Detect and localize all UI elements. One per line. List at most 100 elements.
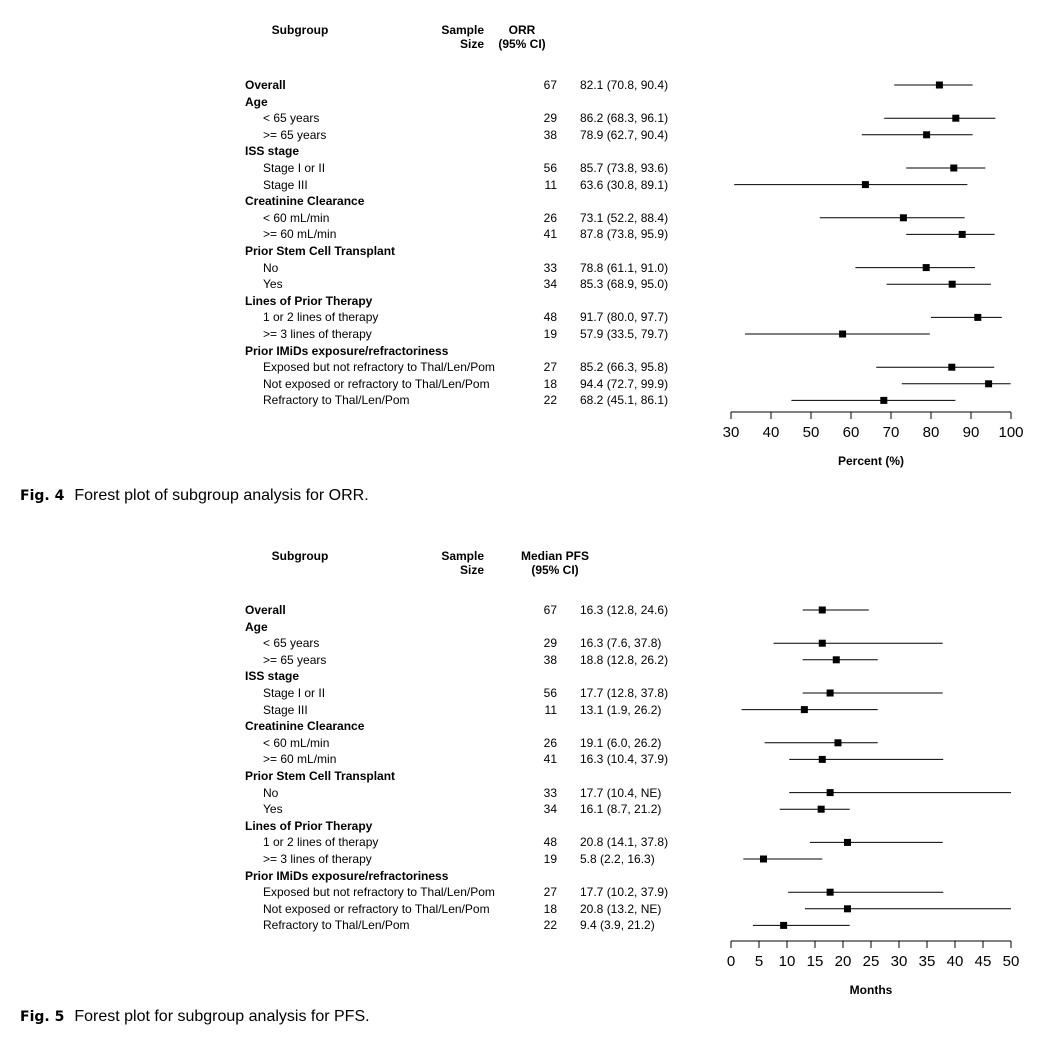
sample-size: 29 — [543, 111, 557, 126]
sample-size: 27 — [543, 885, 557, 900]
point-estimate — [948, 280, 956, 288]
subgroup-label: Stage I or II — [263, 161, 326, 175]
subgroup-heading: Prior IMiDs exposure/refractoriness — [245, 343, 449, 358]
estimate-ci-text: 17.7 (10.2, 37.9) — [580, 885, 669, 900]
point-estimate — [832, 656, 840, 664]
subgroup-label: Exposed but not refractory to Thal/Len/P… — [263, 885, 495, 900]
point-estimate — [974, 313, 982, 321]
subgroup-heading: Age — [245, 94, 268, 109]
subgroup-heading: Prior IMiDs exposure/refractoriness — [245, 868, 449, 883]
header-subgroup: Subgroup — [271, 23, 329, 37]
point-estimate — [759, 855, 767, 863]
header-estimate: ORR (95% CI) — [498, 23, 546, 51]
subgroup-label: < 65 years — [263, 636, 320, 651]
estimate-ci-text: 85.2 (66.3, 95.8) — [580, 360, 669, 375]
x-tick-label: 100 — [998, 424, 1024, 441]
subgroup-heading: Creatinine Clearance — [245, 719, 365, 734]
estimate-ci-text: 20.8 (14.1, 37.8) — [580, 835, 669, 850]
point-estimate — [818, 639, 826, 647]
subgroup-label: Yes — [263, 277, 283, 292]
point-estimate — [952, 114, 960, 122]
point-estimate — [950, 164, 958, 172]
sample-size: 56 — [543, 161, 557, 175]
point-estimate — [985, 380, 993, 388]
subgroup-heading: Creatinine Clearance — [245, 194, 365, 209]
point-estimate — [861, 181, 869, 189]
forest-plot-orr: Subgroup Sample Size ORR (95% CI) Overall 67… — [0, 0, 1062, 470]
point-estimate — [843, 905, 851, 913]
x-tick-label: 25 — [862, 953, 880, 970]
sample-size: 11 — [544, 702, 557, 717]
point-estimate — [839, 330, 847, 338]
estimate-ci-text: 82.1 (70.8, 90.4) — [580, 78, 669, 92]
sample-size: 48 — [543, 310, 557, 325]
subgroup-label: >= 65 years — [263, 127, 327, 142]
subgroup-label: Yes — [263, 802, 283, 817]
sample-size: 18 — [543, 376, 557, 391]
point-estimate — [899, 214, 907, 222]
point-estimate — [826, 888, 834, 896]
sample-size: 38 — [543, 127, 557, 142]
subgroup-label: < 65 years — [263, 111, 320, 126]
estimate-ci-text: 78.8 (61.1, 91.0) — [580, 260, 669, 275]
point-estimate — [948, 363, 956, 371]
subgroup-heading: Overall — [245, 78, 286, 92]
subgroup-label: 1 or 2 lines of therapy — [263, 310, 379, 325]
subgroup-label: Stage III — [263, 702, 308, 717]
header-estimate: Median PFS (95% CI) — [520, 549, 589, 577]
figure-caption-pfs: Fig. 5 Forest plot for subgroup analysis … — [20, 1008, 370, 1026]
sample-size: 11 — [544, 177, 557, 192]
estimate-ci-text: 16.3 (7.6, 37.8) — [580, 636, 662, 651]
point-estimate — [880, 396, 888, 404]
sample-size: 22 — [543, 393, 557, 408]
point-estimate — [780, 921, 788, 929]
subgroup-heading: ISS stage — [245, 669, 300, 684]
figure-caption-text: Forest plot for subgroup analysis for PF… — [74, 1008, 370, 1025]
x-tick-label: 80 — [922, 424, 940, 441]
x-tick-label: 10 — [778, 953, 796, 970]
subgroup-heading: Prior Stem Cell Transplant — [245, 244, 396, 258]
x-tick-label: 30 — [722, 424, 740, 441]
sample-size: 56 — [543, 686, 557, 700]
x-axis-label: Months — [849, 983, 893, 997]
point-estimate — [935, 81, 943, 89]
estimate-ci-text: 17.7 (10.4, NE) — [580, 785, 662, 800]
estimate-ci-text: 20.8 (13.2, NE) — [580, 901, 662, 916]
sample-size: 18 — [543, 901, 557, 916]
sample-size: 26 — [543, 735, 557, 750]
point-estimate — [818, 755, 826, 763]
sample-size: 34 — [543, 277, 557, 292]
point-estimate — [818, 606, 826, 614]
estimate-ci-text: 16.3 (10.4, 37.9) — [580, 752, 669, 767]
estimate-ci-text: 13.1 (1.9, 26.2) — [580, 702, 662, 717]
subgroup-label: Stage I or II — [263, 686, 326, 700]
sample-size: 41 — [543, 752, 557, 767]
estimate-ci-text: 16.1 (8.7, 21.2) — [580, 802, 662, 817]
sample-size: 19 — [543, 852, 557, 866]
x-tick-label: 45 — [974, 953, 992, 970]
x-tick-label: 35 — [918, 953, 936, 970]
estimate-ci-text: 85.3 (68.9, 95.0) — [580, 277, 669, 292]
subgroup-heading: Overall — [245, 603, 286, 617]
subgroup-heading: ISS stage — [245, 144, 300, 159]
estimate-ci-text: 68.2 (45.1, 86.1) — [580, 393, 669, 408]
x-tick-label: 40 — [762, 424, 780, 441]
sample-size: 34 — [543, 802, 557, 817]
figure-caption-text: Forest plot of subgroup analysis for ORR… — [74, 487, 369, 504]
point-estimate — [826, 789, 834, 797]
subgroup-label: Not exposed or refractory to Thal/Len/Po… — [263, 376, 490, 391]
estimate-ci-text: 9.4 (3.9, 21.2) — [580, 918, 655, 933]
forest-plot-svg — [730, 81, 1012, 419]
forest-plot-pfs: Subgroup Sample Size Median PFS (95% CI) Ov… — [0, 540, 1062, 1000]
subgroup-label: Not exposed or refractory to Thal/Len/Po… — [263, 901, 490, 916]
subgroup-label: >= 3 lines of therapy — [263, 852, 372, 866]
sample-size: 33 — [543, 260, 557, 275]
x-tick-label: 0 — [726, 953, 736, 970]
x-tick-label: 60 — [842, 424, 860, 441]
point-estimate — [843, 838, 851, 846]
sample-size: 19 — [543, 327, 557, 341]
sample-size: 27 — [543, 360, 557, 375]
header-subgroup: Subgroup — [271, 549, 329, 563]
x-axis-label: Percent (%) — [837, 454, 905, 468]
header-sample-size: Sample Size — [441, 549, 484, 577]
